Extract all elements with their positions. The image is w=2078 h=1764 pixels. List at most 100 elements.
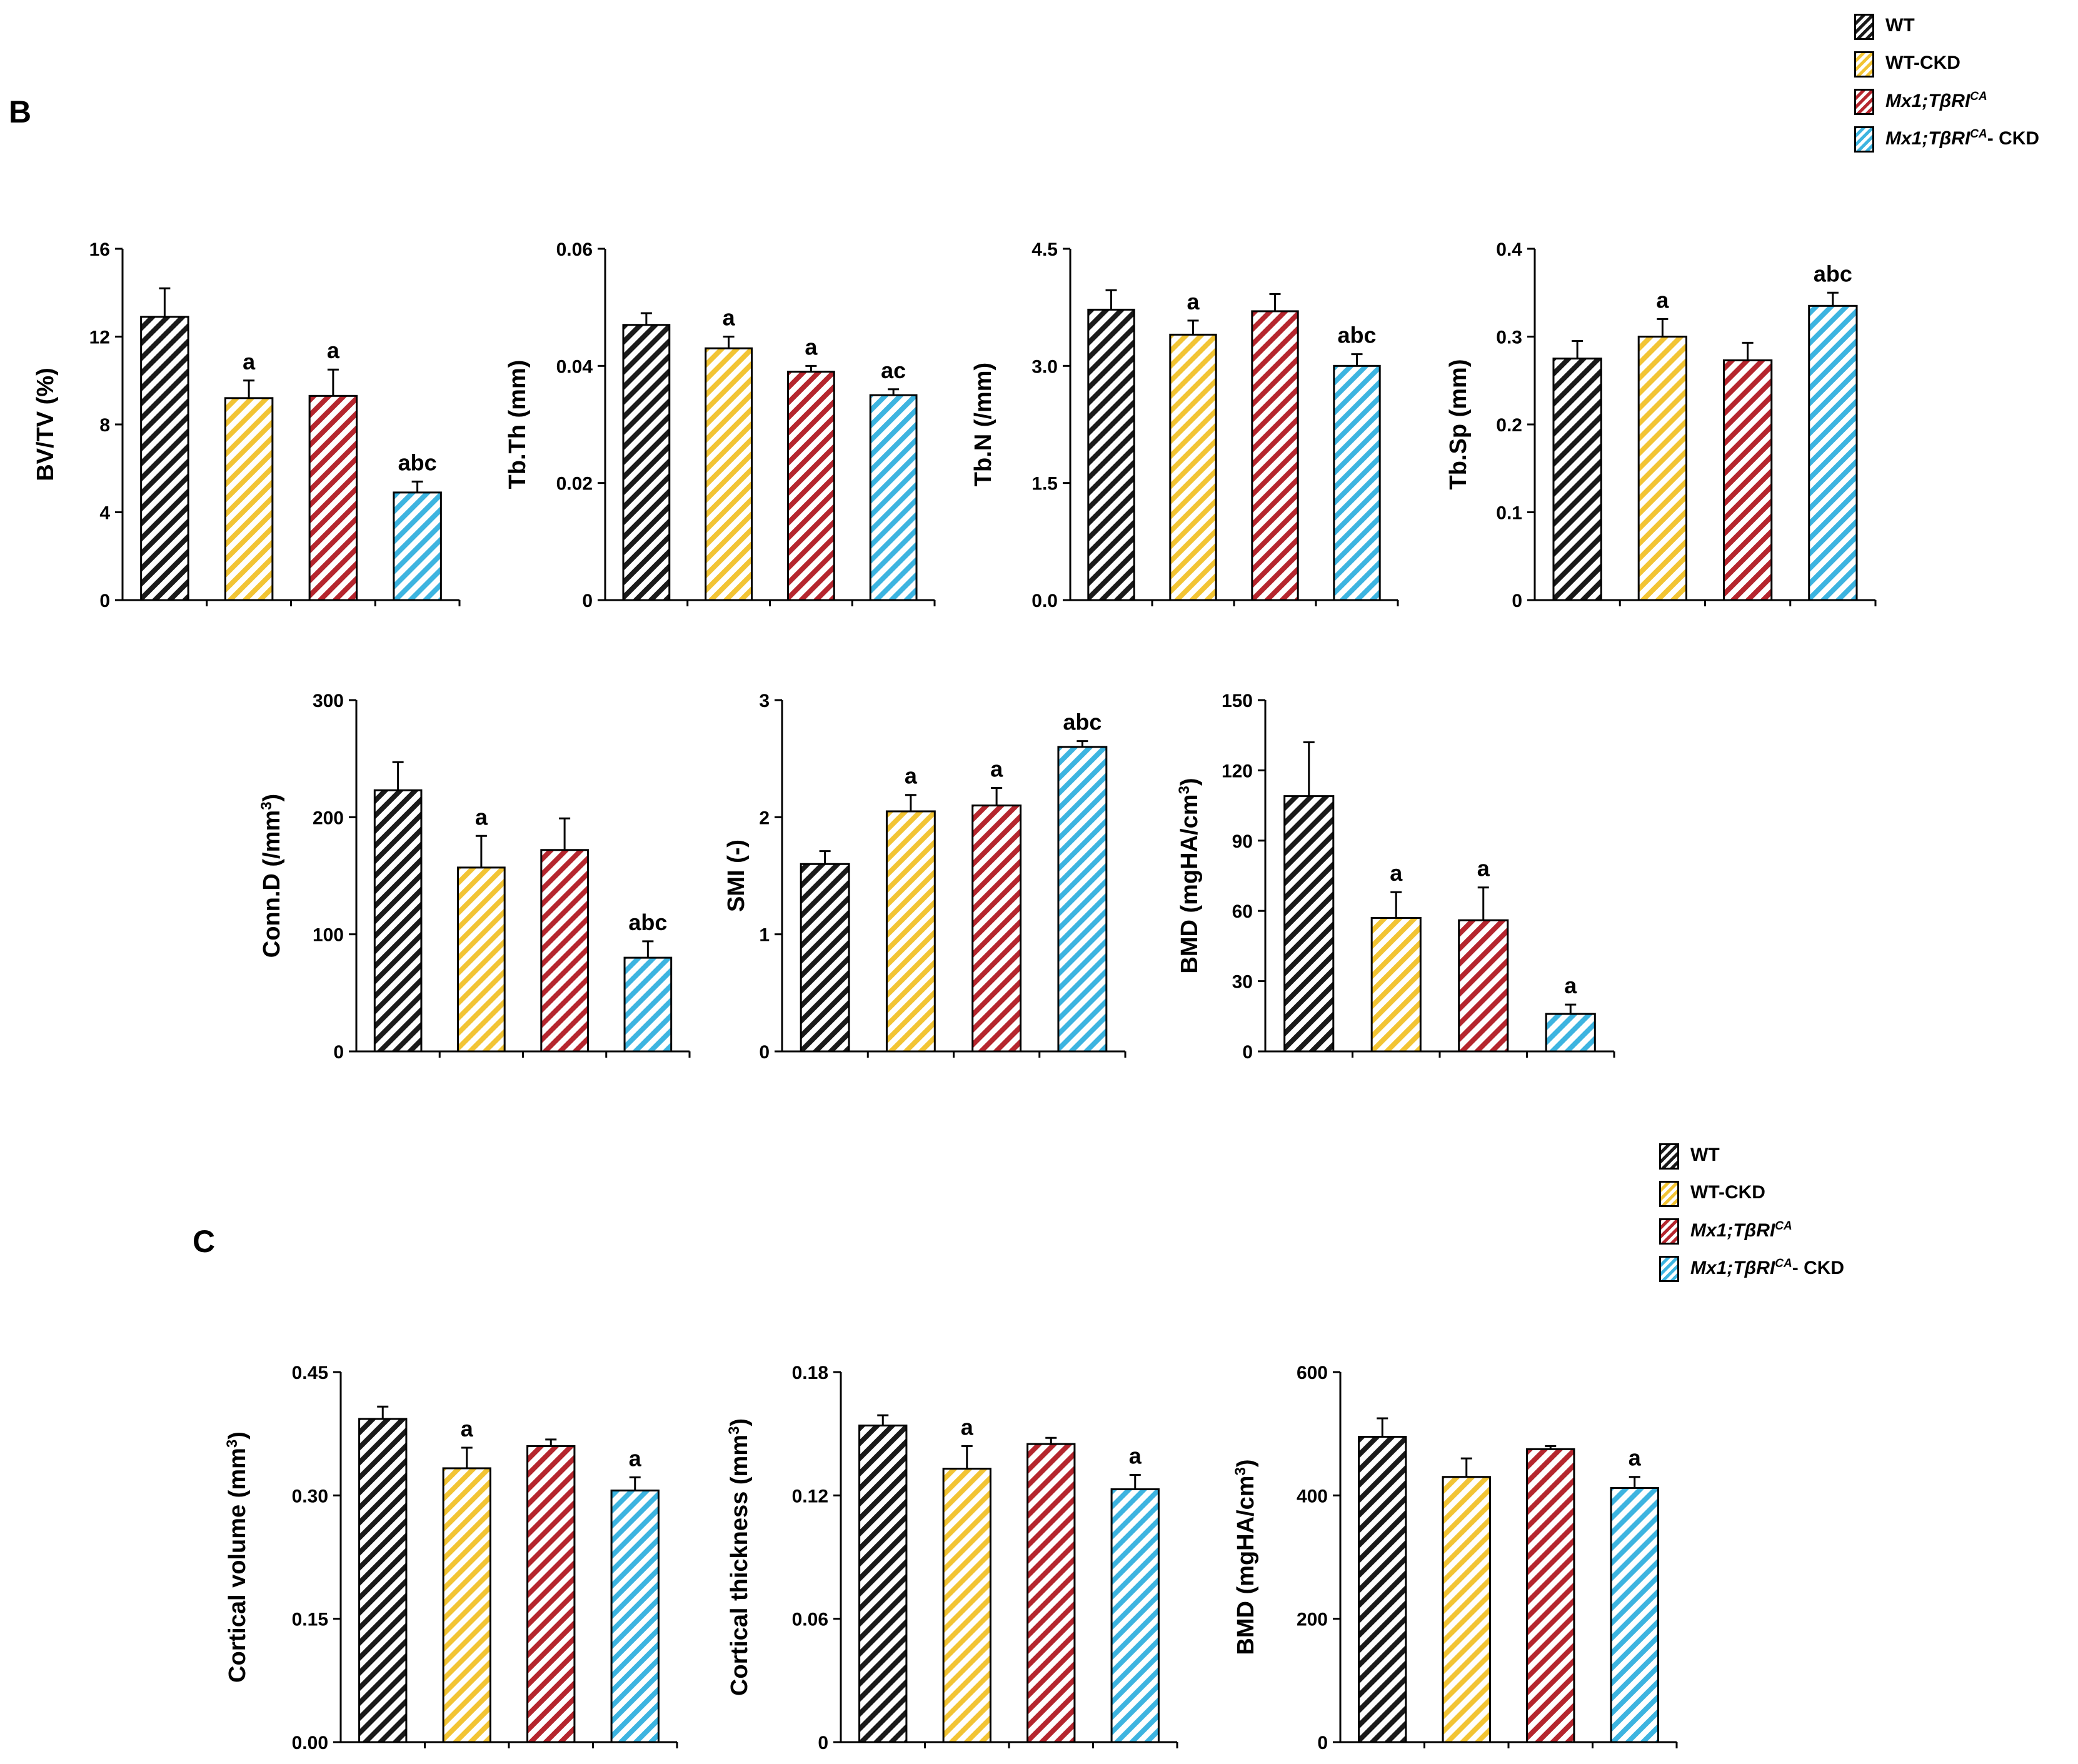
legend-label-mx1: Mx1;TβRICA (1690, 1220, 1792, 1241)
y-tick-label: 8 (99, 415, 110, 436)
y-tick-label: 0.3 (1496, 328, 1522, 348)
y-tick-label: 0.02 (556, 474, 593, 494)
bar-mx1-ckd (1057, 746, 1108, 1053)
legend-swatch-mx1 (1659, 1218, 1679, 1245)
significance-label: abc (1063, 709, 1102, 735)
bar-wt-ckd (1442, 1476, 1491, 1743)
legend-label-mx1-ckd: Mx1;TβRICA- CKD (1885, 128, 2040, 149)
chart-smi: 0 1 2 3 SMI (-) a a abc (723, 691, 1127, 1063)
y-axis-label: Tb.Th (mm) (504, 360, 531, 489)
y-tick-label: 0.2 (1496, 415, 1522, 436)
significance-label: a (629, 1445, 642, 1471)
y-tick-label: 0.00 (292, 1733, 328, 1753)
bar-wt-ckd (1169, 333, 1217, 601)
chart-tbsp: 0 0.1 0.2 0.3 0.4 Tb.Sp (mm) a abc (1445, 239, 1877, 611)
y-axis-label: BMD (mgHA/cm3) (1232, 1459, 1260, 1655)
chart-tbn: 0.0 1.5 3.0 4.5 Tb.N (/mm) a abc (970, 239, 1399, 611)
bar-wt-ckd (457, 866, 506, 1053)
y-axis-label: Cortical volume (mm3) (224, 1431, 251, 1683)
y-tick-label: 3 (759, 691, 770, 711)
y-axis-label: BMD (mgHA/cm3) (1176, 778, 1203, 973)
bar-mx1 (526, 1445, 576, 1743)
y-tick-label: 0 (1512, 591, 1522, 611)
bar-mx1-ckd (393, 491, 442, 601)
bar-mx1 (540, 849, 589, 1053)
y-tick-label: 400 (1297, 1486, 1328, 1506)
bar-mx1-ckd (623, 956, 673, 1053)
bar-mx1-ckd (1333, 364, 1381, 601)
legend-label-wt: WT (1885, 15, 1915, 36)
significance-label: a (461, 1416, 474, 1441)
bar-wt-ckd (224, 397, 274, 601)
bar-wt-ckd (1637, 336, 1688, 601)
legend-swatch-wt-ckd (1659, 1181, 1679, 1207)
y-tick-label: 200 (313, 808, 344, 828)
significance-label: ac (881, 358, 906, 383)
y-tick-label: 0.18 (792, 1363, 828, 1383)
bar-mx1 (1526, 1448, 1575, 1743)
y-axis-label: Conn.D (/mm3) (258, 794, 286, 958)
chart-bmd_tb: 0 30 60 90 120 150 BMD (mgHA/cm3) a a a (1176, 691, 1615, 1063)
bar-wt (140, 316, 189, 601)
y-tick-label: 600 (1297, 1363, 1328, 1383)
y-tick-label: 0.30 (292, 1486, 328, 1506)
y-tick-label: 30 (1232, 972, 1253, 993)
bar-wt-ckd (705, 347, 753, 601)
y-axis-label: BV/TV (%) (33, 368, 59, 481)
y-axis-label: Cortical thickness (mm3) (726, 1418, 753, 1696)
bar-mx1-ckd (1610, 1486, 1659, 1743)
legend-swatch-graphic (1854, 89, 1874, 115)
panel-label-c: C (193, 1224, 216, 1259)
y-tick-label: 0 (582, 591, 593, 611)
legend-swatch-graphic (1659, 1181, 1679, 1207)
bar-wt-ckd (942, 1468, 991, 1743)
y-tick-label: 90 (1232, 831, 1253, 852)
legend-swatch-wt (1854, 14, 1874, 40)
y-tick-label: 16 (89, 239, 110, 260)
legend-label-wt-ckd: WT-CKD (1885, 53, 1960, 73)
bar-wt (1358, 1436, 1407, 1743)
significance-label: a (1564, 973, 1577, 998)
significance-label: a (961, 1414, 974, 1440)
y-tick-label: 0.45 (292, 1363, 328, 1383)
y-tick-label: 3.0 (1031, 356, 1058, 377)
legend-label-wt-ckd: WT-CKD (1690, 1182, 1765, 1203)
y-tick-label: 300 (313, 691, 344, 711)
legend-swatch-graphic (1659, 1256, 1679, 1282)
y-tick-label: 0.06 (556, 239, 593, 260)
legend-swatch-wt-ckd (1854, 51, 1874, 78)
significance-label: a (243, 349, 256, 374)
y-tick-label: 4.5 (1031, 239, 1058, 260)
significance-label: a (1477, 856, 1490, 881)
bar-mx1-ckd (1110, 1488, 1160, 1743)
significance-label: abc (398, 449, 437, 475)
bar-mx1 (1251, 310, 1299, 601)
significance-label: a (475, 804, 488, 829)
bar-mx1 (1722, 359, 1773, 601)
y-tick-label: 0.04 (556, 356, 593, 377)
y-tick-label: 12 (89, 328, 110, 348)
legend-swatch-wt (1659, 1143, 1679, 1170)
bar-mx1-ckd (869, 394, 918, 601)
bar-wt (858, 1425, 908, 1743)
bar-mx1 (971, 804, 1022, 1053)
chart-tbth: 0 0.02 0.04 0.06 Tb.Th (mm) a a ac (504, 239, 936, 611)
bar-mx1 (1026, 1443, 1076, 1743)
legend-label-mx1: Mx1;TβRICA (1885, 90, 1987, 111)
bar-mx1-ckd (1545, 1013, 1596, 1053)
bar-wt (1552, 358, 1602, 601)
bar-mx1-ckd (1808, 304, 1858, 601)
bar-wt (373, 789, 423, 1053)
y-tick-label: 0.12 (792, 1486, 828, 1506)
significance-label: a (327, 338, 340, 363)
significance-label: a (1390, 860, 1403, 886)
bar-wt (1283, 795, 1335, 1053)
chart-connd: 0 100 200 300 Conn.D (/mm3) a abc (258, 691, 691, 1063)
legend-swatch-graphic (1854, 126, 1874, 153)
bar-wt (358, 1418, 408, 1743)
legend-swatch-graphic (1854, 51, 1874, 78)
chart-bvtv: 0 4 8 12 16 BV/TV (%) a a abc (33, 239, 461, 611)
significance-label: a (1629, 1445, 1642, 1471)
y-tick-label: 0.4 (1496, 239, 1522, 260)
